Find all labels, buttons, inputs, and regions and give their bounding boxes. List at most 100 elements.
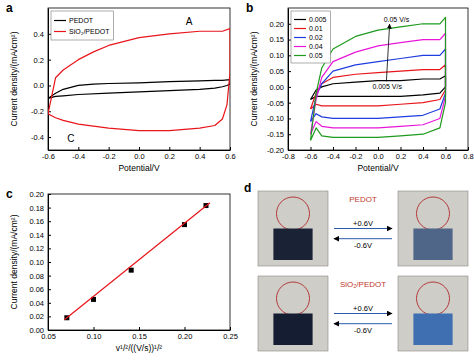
y-tick-label: 0.18: [29, 204, 44, 213]
x-tick: 0.2: [165, 147, 175, 161]
y-tick: 0.02: [29, 312, 51, 321]
x-tick-mark: [230, 327, 231, 330]
x-tick-mark: [311, 147, 312, 150]
y-tick: 0.08: [29, 272, 51, 281]
y-tick: 0.04: [29, 299, 51, 308]
x-tick-mark: [401, 147, 402, 150]
y-tick-mark: [288, 134, 291, 135]
y-tick-label: 0.16: [29, 217, 44, 226]
legend-label: PEDOT: [69, 17, 94, 24]
y-axis-line: [48, 9, 49, 151]
y-tick: -0.05: [267, 99, 291, 108]
x-tick: 0.4: [195, 147, 205, 161]
x-tick-label: 0.2: [396, 152, 406, 161]
y-tick: -0.20: [267, 146, 291, 155]
plot-marks: [48, 29, 230, 131]
photo: [398, 191, 468, 266]
x-tick: -0.2: [103, 147, 116, 161]
x-tick-mark: [78, 147, 79, 150]
y-tick: -0.15: [267, 130, 291, 139]
panel-label: b: [246, 1, 253, 15]
legend-swatch: [294, 37, 306, 38]
legend-label: SiO₂/PEDOT: [69, 28, 110, 35]
y-tick-label: -0.15: [267, 130, 284, 139]
y-tick-label: 0.14: [29, 231, 44, 240]
x-tick: -0.6: [305, 147, 318, 161]
x-tick: 0.0: [373, 147, 383, 161]
series-line: [48, 80, 230, 99]
panel-label: c: [6, 187, 13, 201]
y-tick: 0.06: [29, 285, 51, 294]
x-tick-mark: [94, 327, 95, 330]
y-tick-mark: [48, 34, 51, 35]
legend-swatch: [54, 20, 66, 21]
x-tick: 0.20: [178, 327, 193, 341]
x-tick-label: 0.2: [165, 152, 175, 161]
y-tick-mark: [48, 60, 51, 61]
series-line: [64, 203, 210, 320]
y-tick: 0.10: [269, 51, 291, 60]
legend-label: 0.01: [309, 25, 323, 32]
y-tick: 0.12: [29, 244, 51, 253]
y-tick-mark: [48, 194, 51, 195]
y-tick-label: -0.2: [31, 107, 44, 116]
forward-arrow: [334, 228, 392, 229]
y-tick: 0.00: [269, 83, 291, 92]
data-point: [129, 268, 134, 273]
y-tick: -0.10: [267, 114, 291, 123]
y-tick-mark: [288, 150, 291, 151]
y-tick-mark: [288, 71, 291, 72]
x-tick-mark: [446, 147, 447, 150]
photo-panel: dPEDOT+0.6V-0.6VSiO₂/PEDOT+0.6V-0.6V: [244, 181, 468, 351]
x-axis: -0.8-0.6-0.4-0.20.00.20.40.60.8: [282, 147, 474, 161]
y-tick-label: 0.02: [29, 312, 44, 321]
photo: [258, 191, 328, 266]
backward-arrow: [334, 323, 392, 324]
x-tick: -0.4: [327, 147, 340, 161]
legend-swatch: [294, 55, 306, 56]
legend-label: 0.05: [309, 52, 323, 59]
y-tick-mark: [288, 40, 291, 41]
annotation: 0.005 V/s: [372, 83, 402, 90]
x-tick-label: -0.6: [42, 152, 55, 161]
y-tick-mark: [48, 208, 51, 209]
x-tick-mark: [169, 147, 170, 150]
x-tick: 0.2: [396, 147, 406, 161]
y-tick: 0.2: [34, 56, 51, 65]
photo: [258, 276, 328, 351]
y-tick-mark: [48, 276, 51, 277]
y-axis-title: Current density/(mA/cm²): [249, 31, 259, 126]
y-tick-label: 0.04: [29, 299, 44, 308]
y-tick: 0.10: [29, 258, 51, 267]
y-tick-mark: [288, 24, 291, 25]
y-tick-mark: [48, 137, 51, 138]
x-tick-mark: [333, 147, 334, 150]
y-axis: 0.000.020.040.060.080.100.120.140.160.18…: [29, 190, 51, 335]
film: [273, 314, 312, 346]
x-tick: 0.8: [463, 147, 473, 161]
x-tick-label: 0.6: [225, 152, 235, 161]
x-tick-label: -0.2: [103, 152, 116, 161]
panel: c0.050.100.150.200.250.000.020.040.060.0…: [6, 187, 238, 353]
x-axis-title: v¹/²/((V/s))¹/²: [116, 343, 162, 353]
x-axis-title: Potential/V: [357, 163, 398, 173]
y-tick-mark: [48, 330, 51, 331]
legend-swatch: [294, 46, 306, 47]
x-tick: -0.2: [350, 147, 363, 161]
panel-label: a: [6, 1, 13, 15]
y-tick: 0.4: [34, 30, 51, 39]
x-axis: 0.050.100.150.200.25: [41, 327, 238, 341]
x-tick-label: 0.10: [87, 332, 102, 341]
legend-label: 0.02: [309, 34, 323, 41]
photo-label: PEDOT: [349, 195, 377, 204]
plot-frame: [48, 194, 230, 330]
y-tick-label: 0.2: [34, 56, 44, 65]
y-tick-label: 0.00: [269, 83, 284, 92]
photo-emblem: [417, 282, 450, 315]
y-tick: 0.15: [269, 35, 291, 44]
x-tick-label: 0.6: [441, 152, 451, 161]
y-tick-mark: [288, 103, 291, 104]
x-tick: 0.4: [418, 147, 428, 161]
plot-marks: [64, 203, 210, 320]
y-tick-mark: [288, 87, 291, 88]
